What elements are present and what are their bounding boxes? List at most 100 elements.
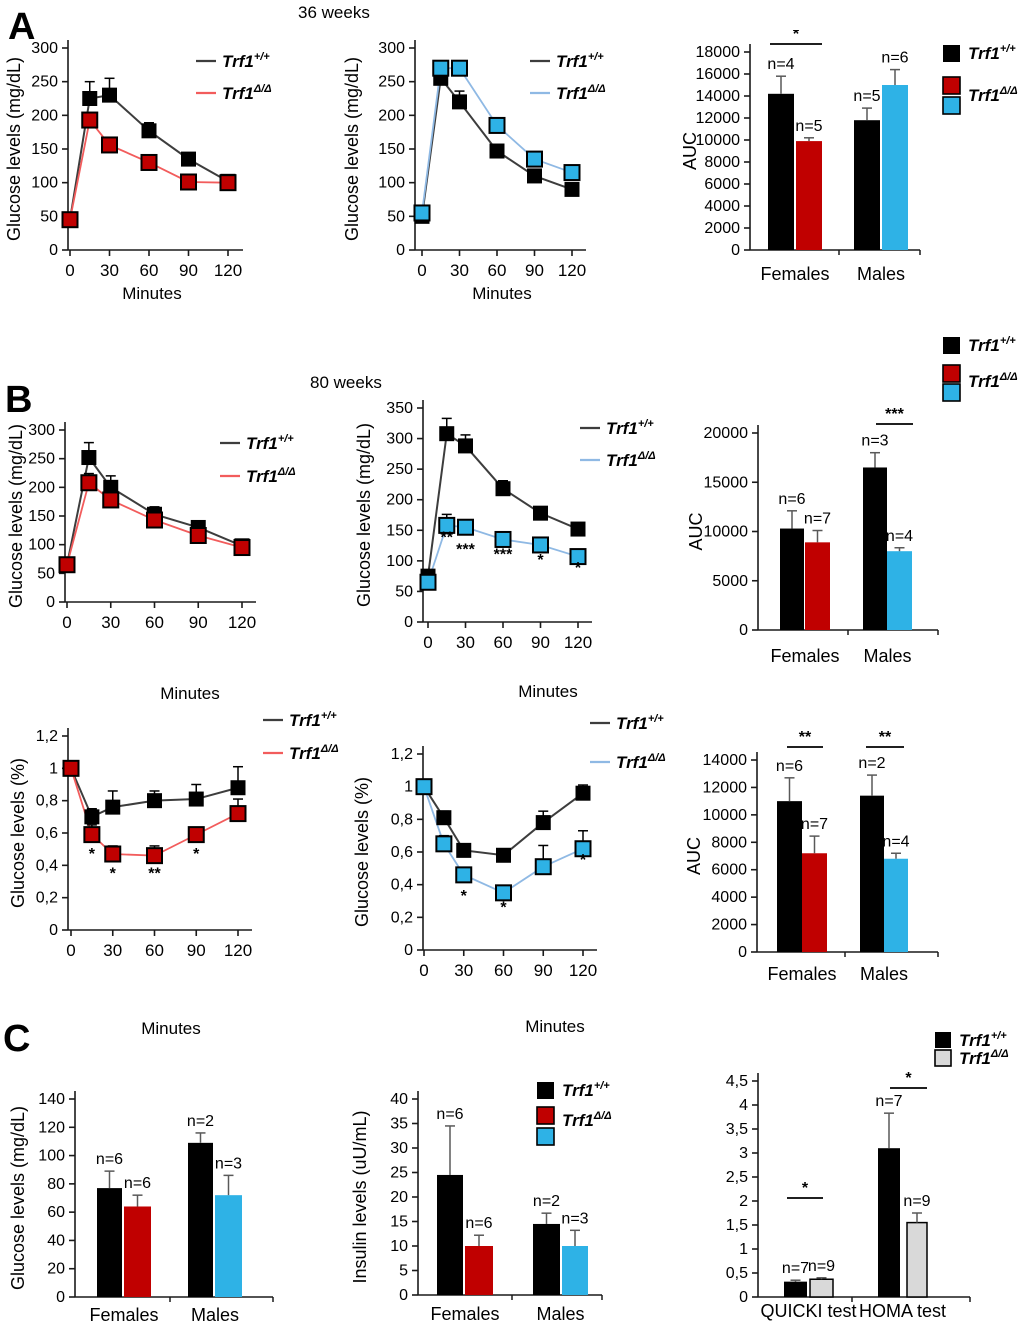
sig-stars: *: [110, 865, 117, 882]
y-tick-label: 100: [28, 537, 55, 554]
n-label: n=7: [875, 1093, 902, 1110]
data-point-ko_red: [229, 805, 247, 823]
data-point-wt: [535, 815, 551, 831]
data-point-wt: [495, 481, 511, 497]
x-axis-label: Minutes: [472, 284, 532, 303]
bar-ko_red: [805, 542, 830, 630]
legend-square-swatch: [943, 337, 960, 354]
y-tick-label: 25: [390, 1165, 408, 1182]
chart-itt-80w-females: 0 0,2 0,4 0,6 0,8 1 1,2 0 30 60 90 120 * * ** * Glucose …: [0, 700, 358, 1044]
x-axis-label: Minutes: [141, 1019, 201, 1038]
legend-label: Trf1Δ/Δ: [222, 83, 272, 103]
bar-wt: [188, 1142, 213, 1297]
auc-80w-itt: 0 2000 4000 6000 8000 10000 12000 14000 n=6 n=7 Fe…: [684, 729, 939, 984]
bar-wt: [437, 1174, 463, 1295]
category-label: HOMA test: [859, 1301, 946, 1321]
data-point-ko_red: [219, 174, 237, 192]
bar-ko_red: [465, 1246, 493, 1295]
data-point-ko_blue: [435, 835, 453, 853]
bar-ko_blue: [562, 1246, 588, 1295]
y-tick-label: 0,6: [36, 825, 58, 842]
panel-c-letter: C: [3, 1018, 31, 1060]
y-tick-label: 150: [378, 141, 405, 158]
category-label: Males: [857, 264, 905, 284]
y-axis-label: Glucose levels (%): [352, 777, 372, 927]
y-tick-label: 100: [38, 1148, 65, 1165]
n-label: n=6: [436, 1106, 463, 1123]
sig-stars: *: [575, 560, 582, 577]
data-point-wt: [102, 87, 117, 103]
data-point-wt: [527, 168, 542, 184]
y-tick-label: 12000: [696, 110, 741, 127]
chart-auc-36w: 0 2000 4000 6000 8000 10000 12000 14000 16000 180…: [670, 30, 1020, 322]
n-label: n=6: [776, 758, 803, 775]
y-tick-label: 15: [390, 1214, 408, 1231]
x-tick-label: 0: [65, 261, 74, 280]
x-tick-label: 30: [103, 941, 122, 960]
y-tick-label: 0: [49, 242, 58, 259]
y-tick-label: 60: [47, 1204, 65, 1221]
y-tick-label: 350: [386, 400, 413, 417]
x-tick-label: 90: [534, 961, 553, 980]
data-point-ko_red: [146, 847, 163, 865]
bar-ko_blue: [882, 85, 908, 250]
y-axis-label: AUC: [680, 132, 700, 170]
data-point-ko_red: [81, 111, 99, 129]
y-tick-label: 0,4: [36, 857, 58, 874]
sig-stars: *: [193, 846, 200, 863]
data-point-ko_blue: [526, 150, 543, 168]
y-tick-label: 5000: [712, 573, 748, 590]
y-tick-label: 40: [47, 1232, 65, 1249]
data-point-ko_red: [146, 511, 163, 529]
gtt-36w-males: 0 50 100 150 200 250 300 0 30 60 90 120 Glucose leve…: [342, 40, 606, 303]
y-axis-label: Glucose levels (mg/dL): [6, 424, 26, 608]
y-tick-label: 200: [28, 479, 55, 496]
y-tick-label: 6000: [711, 862, 747, 879]
y-tick-label: 3: [739, 1145, 748, 1162]
bar-ko_gray: [809, 1278, 834, 1298]
data-point-ko_red: [189, 526, 207, 544]
data-point-ko_red: [62, 759, 80, 777]
x-tick-label: 120: [228, 613, 256, 632]
legend-label: Trf1+/+: [959, 1030, 1007, 1050]
sig-stars: ***: [885, 406, 904, 423]
y-tick-label: 50: [387, 208, 405, 225]
chart-gtt-80w-females: 0 50 100 150 200 250 300 0 30 60 90 120 Glucose leve…: [0, 395, 330, 717]
data-point-ko_red: [61, 211, 79, 229]
data-point-ko_blue: [438, 516, 456, 534]
legend-square-swatch: [942, 364, 961, 383]
legend-square-swatch: [943, 45, 960, 62]
data-point-ko_red: [180, 173, 197, 191]
x-tick-label: 30: [100, 261, 119, 280]
y-tick-label: 1,5: [726, 1217, 748, 1234]
data-point-wt: [181, 151, 196, 167]
n-label: n=2: [858, 755, 885, 772]
data-point-ko_blue: [532, 536, 549, 554]
y-tick-label: 2000: [711, 917, 747, 934]
sig-stars: ***: [456, 542, 475, 559]
chart-fasting-glucose: 0 20 40 60 80 100 120 140 n=6 n=6 Females n=2 n=3 Mal…: [0, 1040, 332, 1327]
legend-label: Trf1+/+: [222, 51, 270, 71]
bar-ko_gray: [906, 1221, 928, 1298]
y-tick-label: 30: [390, 1140, 408, 1157]
data-point-wt: [82, 91, 98, 106]
data-point-ko_blue: [534, 858, 552, 876]
y-tick-label: 8000: [711, 834, 747, 851]
chart-auc-80w-itt: 0 2000 4000 6000 8000 10000 12000 14000 n=6 n=7 Fe…: [680, 700, 1020, 1034]
data-point-ko_blue: [415, 778, 433, 796]
category-label: Females: [770, 646, 839, 666]
data-point-ko_red: [101, 136, 118, 154]
panel-b-letter: B: [5, 379, 33, 421]
y-tick-label: 14000: [703, 752, 748, 769]
bar-wt: [878, 1148, 900, 1297]
data-point-wt: [103, 479, 119, 495]
bar-ko_red: [796, 141, 822, 250]
sig-stars: *: [802, 1180, 809, 1197]
y-tick-label: 50: [40, 208, 58, 225]
legend-square-swatch: [942, 96, 961, 115]
x-tick-label: 30: [101, 613, 120, 632]
legend-label: Trf1+/+: [968, 43, 1016, 63]
y-axis-label: AUC: [686, 512, 706, 550]
data-point-ko_red: [83, 826, 101, 844]
